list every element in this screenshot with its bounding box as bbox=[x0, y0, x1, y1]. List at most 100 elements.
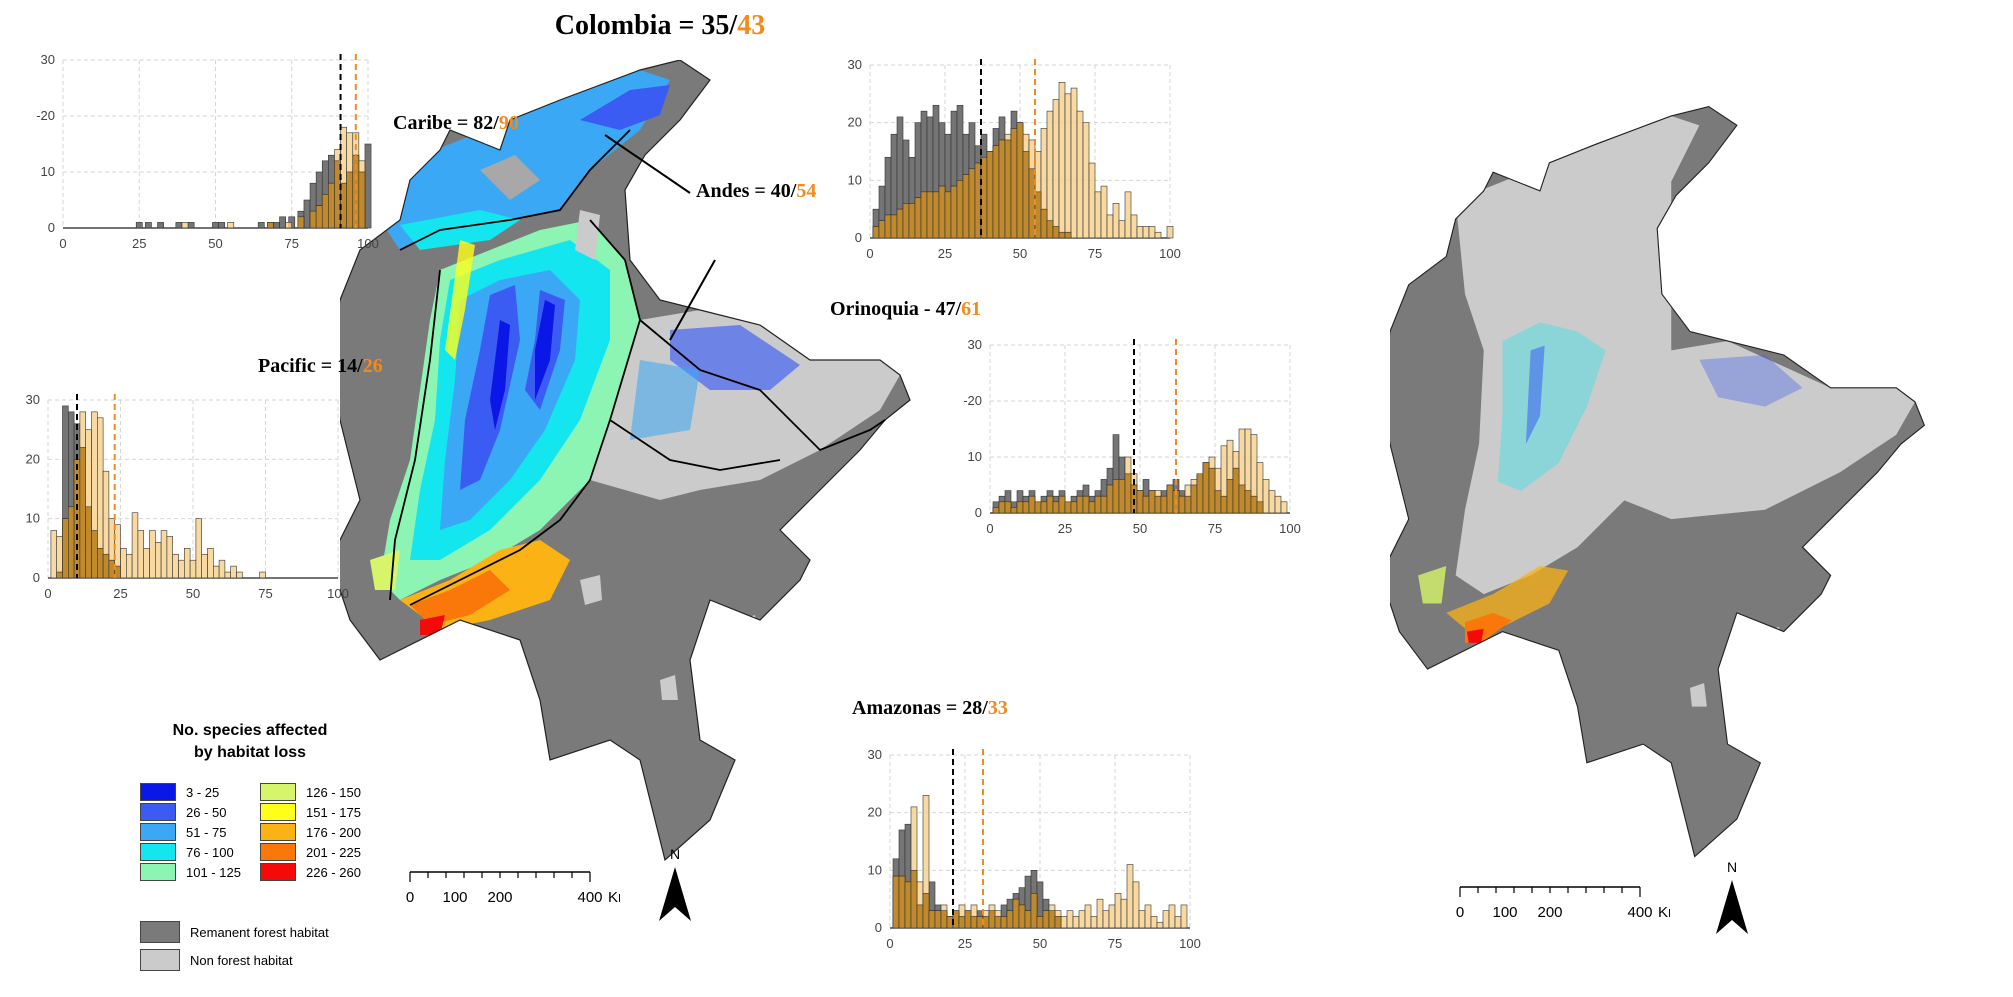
histogram-bar bbox=[50, 530, 58, 579]
scale-bar-label: 0 bbox=[406, 889, 414, 906]
histogram-overlap-bar bbox=[67, 506, 75, 579]
histogram-bar bbox=[187, 222, 195, 229]
y-tick-label: 10 bbox=[41, 164, 55, 179]
histogram-overlap-bar bbox=[1040, 501, 1048, 514]
histogram-overlap-bar bbox=[928, 910, 936, 929]
histogram-overlap-bar bbox=[1010, 128, 1018, 239]
histogram-overlap-bar bbox=[944, 191, 952, 239]
histogram-overlap-bar bbox=[1244, 490, 1252, 514]
histogram-bar bbox=[135, 222, 143, 229]
non-forest-swatch bbox=[140, 949, 180, 971]
y-tick-label: 30 bbox=[848, 57, 862, 72]
histogram-overlap-bar bbox=[1058, 495, 1066, 514]
histogram-overlap-bar bbox=[986, 151, 994, 239]
histogram-overlap-bar bbox=[1178, 495, 1186, 514]
legend-item-remnant: Remanent forest habitat bbox=[140, 918, 329, 946]
histogram-bar bbox=[1142, 226, 1150, 239]
histogram-overlap-bar bbox=[56, 571, 63, 579]
histogram-bar bbox=[201, 553, 208, 579]
histogram-overlap-bar bbox=[297, 216, 305, 229]
x-tick-label: 0 bbox=[59, 236, 66, 251]
y-tick-label: -20 bbox=[36, 108, 55, 123]
y-tick-label: 10 bbox=[968, 449, 982, 464]
histogram-overlap-bar bbox=[956, 180, 964, 239]
histogram-bar bbox=[178, 559, 185, 579]
histogram-orinoquia: 0 25 50 75 100 0 10 -20 30 bbox=[952, 335, 1302, 545]
legend-habitat: Remanent forest habitat Non forest habit… bbox=[140, 918, 329, 974]
north-label: N bbox=[670, 846, 680, 862]
histogram-overlap-bar bbox=[91, 530, 98, 579]
histogram-overlap-bar bbox=[1184, 495, 1192, 514]
histogram-overlap-bar bbox=[884, 214, 892, 239]
histogram-bar bbox=[1262, 479, 1270, 514]
y-tick-label: 10 bbox=[848, 172, 862, 187]
histogram-overlap-bar bbox=[1106, 484, 1114, 514]
histogram-overlap-bar bbox=[1070, 501, 1078, 514]
histogram-overlap-bar bbox=[1052, 226, 1060, 239]
histogram-bar bbox=[236, 571, 243, 579]
legend-column-1: 3 - 25 26 - 50 51 - 75 76 - 100 101 - 12… bbox=[140, 782, 241, 882]
histogram-overlap-bar bbox=[1076, 495, 1084, 514]
y-tick-label: 30 bbox=[26, 392, 40, 407]
histogram-overlap-bar bbox=[1142, 495, 1150, 514]
histogram-bar bbox=[273, 222, 280, 229]
north-arrow-right: N bbox=[1716, 859, 1748, 934]
histogram-overlap-bar bbox=[1118, 479, 1126, 514]
histogram-bar bbox=[285, 222, 293, 229]
histogram-bar bbox=[1136, 226, 1144, 239]
y-tick-label: 0 bbox=[975, 505, 982, 520]
histogram-overlap-bar bbox=[926, 191, 934, 239]
histogram-overlap-bar bbox=[998, 139, 1006, 239]
histogram-bar bbox=[224, 571, 231, 579]
histogram-overlap-bar bbox=[102, 553, 110, 579]
pacific-label: Pacific = 14/26 bbox=[258, 355, 383, 377]
histogram-overlap-bar bbox=[1046, 495, 1054, 514]
x-tick-label: 0 bbox=[886, 936, 893, 951]
histogram-bar bbox=[195, 518, 202, 579]
histogram-bar bbox=[1058, 81, 1066, 239]
histogram-bar bbox=[1268, 490, 1276, 514]
scale-bar-left: 0 100 200 400 Km bbox=[406, 871, 620, 906]
x-tick-label: 100 bbox=[357, 236, 379, 251]
histogram-bar bbox=[181, 222, 189, 229]
x-tick-label: 50 bbox=[186, 586, 200, 601]
histogram-overlap-bar bbox=[904, 881, 912, 929]
histogram-overlap-bar bbox=[1100, 495, 1108, 514]
legend-item: 26 - 50 bbox=[140, 802, 241, 822]
histogram-bar bbox=[364, 143, 372, 229]
histogram-bar bbox=[227, 222, 235, 229]
y-tick-label: 0 bbox=[48, 220, 55, 235]
histogram-overlap-bar bbox=[898, 875, 906, 929]
histogram-overlap-bar bbox=[85, 506, 92, 579]
histogram-overlap-bar bbox=[1046, 220, 1054, 239]
x-tick-label: 100 bbox=[1159, 246, 1181, 261]
histogram-bar bbox=[1060, 916, 1068, 929]
histogram-bar bbox=[1108, 904, 1116, 929]
histogram-overlap-bar bbox=[1124, 473, 1132, 514]
histogram-overlap-bar bbox=[1058, 231, 1066, 239]
y-tick-label: 10 bbox=[868, 862, 882, 877]
histogram-overlap-bar bbox=[998, 501, 1006, 514]
histogram-overlap-bar bbox=[896, 208, 904, 239]
x-tick-label: 50 bbox=[1013, 246, 1027, 261]
histogram-overlap-bar bbox=[114, 565, 121, 579]
histogram-bar bbox=[1120, 898, 1128, 929]
histogram-svg: 0 25 50 75 100 0 10 -20 30 bbox=[963, 337, 1301, 536]
x-tick-label: 75 bbox=[285, 236, 299, 251]
scale-bar-label: 200 bbox=[487, 889, 512, 906]
histogram-overlap-bar bbox=[1022, 151, 1030, 239]
histogram-bar bbox=[1156, 921, 1164, 929]
histogram-overlap-bar bbox=[1220, 495, 1228, 514]
x-tick-label: 0 bbox=[986, 521, 993, 536]
histogram-overlap-bar bbox=[1016, 501, 1024, 514]
histogram-bar bbox=[1114, 893, 1122, 929]
scale-bar-unit: Km bbox=[1658, 904, 1670, 921]
histogram-overlap-bar bbox=[1088, 501, 1096, 514]
orinoquia-label: Orinoquia - 47/61 bbox=[830, 298, 982, 320]
histogram-overlap-bar bbox=[914, 197, 922, 239]
x-tick-label: 25 bbox=[113, 586, 127, 601]
histogram-overlap-bar bbox=[1232, 467, 1240, 514]
histogram-bar bbox=[1102, 910, 1110, 929]
histogram-bar bbox=[1096, 898, 1104, 929]
histogram-overlap-bar bbox=[916, 904, 924, 929]
